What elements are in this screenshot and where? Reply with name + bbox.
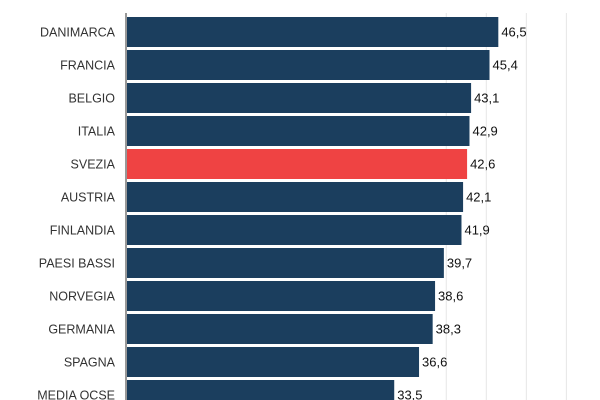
bar-group: NORVEGIA 38,6	[49, 281, 463, 311]
value-label: 42,1	[466, 189, 491, 204]
value-label: 38,6	[438, 288, 463, 303]
category-label: DANIMARCA	[40, 25, 116, 39]
category-label: FINLANDIA	[50, 223, 116, 237]
category-label: NORVEGIA	[49, 289, 115, 303]
category-label: SVEZIA	[71, 157, 116, 171]
bar-group: SPAGNA 36,6	[64, 347, 447, 377]
bar	[127, 83, 472, 113]
category-label: SPAGNA	[64, 355, 116, 369]
bar	[127, 215, 462, 245]
value-label: 39,7	[447, 255, 472, 270]
value-label: 38,3	[436, 321, 461, 336]
value-label: 42,9	[472, 123, 497, 138]
bar-highlighted	[127, 149, 468, 179]
value-label: 33,5	[397, 387, 422, 400]
bar	[127, 50, 490, 80]
bar	[127, 380, 395, 400]
bar-group: DANIMARCA 46,5	[40, 17, 527, 47]
category-label: ITALIA	[78, 124, 116, 138]
bars: DANIMARCA 46,5 FRANCIA 45,4 BELGIO 43,1 ITALIA…	[37, 17, 527, 400]
bar	[127, 248, 444, 278]
bar	[127, 347, 420, 377]
bar	[127, 281, 436, 311]
bar	[127, 182, 464, 212]
bar	[127, 17, 499, 47]
category-label: MEDIA OCSE	[37, 388, 115, 400]
bar-group: PAESI BASSI 39,7	[39, 248, 472, 278]
value-label: 43,1	[474, 90, 499, 105]
value-label: 45,4	[493, 57, 518, 72]
value-label: 36,6	[422, 354, 447, 369]
bar-group: AUSTRIA 42,1	[61, 182, 491, 212]
bar-group: GERMANIA 38,3	[48, 314, 461, 344]
bar	[127, 314, 433, 344]
bar-group: MEDIA OCSE 33,5	[37, 380, 423, 400]
value-label: 46,5	[501, 24, 526, 39]
bar-group: SVEZIA 42,6	[71, 149, 495, 179]
bar-group: ITALIA 42,9	[78, 116, 498, 146]
value-label: 42,6	[470, 156, 495, 171]
category-label: BELGIO	[68, 91, 115, 105]
bar	[127, 116, 470, 146]
category-label: GERMANIA	[48, 322, 115, 336]
bar-group: BELGIO 43,1	[68, 83, 499, 113]
category-label: PAESI BASSI	[39, 256, 115, 270]
value-label: 41,9	[464, 222, 489, 237]
category-label: FRANCIA	[60, 58, 116, 72]
bar-group: FRANCIA 45,4	[60, 50, 518, 80]
category-label: AUSTRIA	[61, 190, 116, 204]
bar-group: FINLANDIA 41,9	[50, 215, 490, 245]
